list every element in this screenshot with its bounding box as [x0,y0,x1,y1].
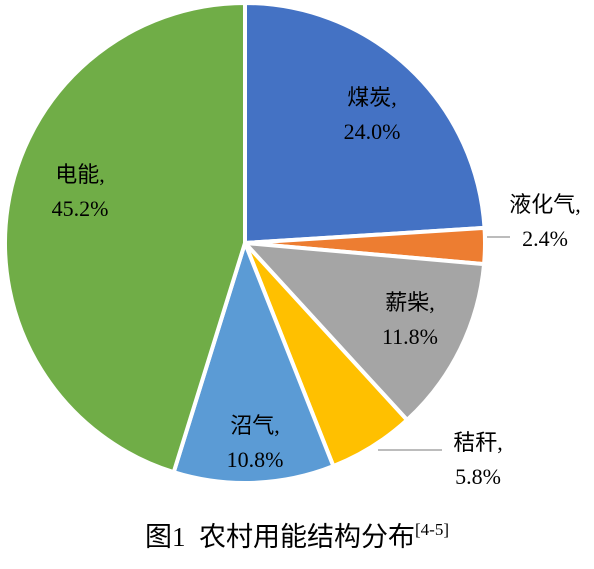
pie-slice [243,1,487,245]
value-label: 2.4% [522,226,568,251]
slice-label: 薪柴, [385,290,435,315]
value-label: 24.0% [344,119,401,144]
title-reference: [4-5] [415,520,449,539]
pie-slice [3,1,247,475]
slice-label: 秸秆, [453,430,503,455]
pie-slice [243,241,487,423]
slice-label: 液化气, [509,192,581,217]
value-label: 10.8% [227,447,284,472]
caption: 图1 农村用能结构分布[4-5] [0,515,594,554]
value-label: 5.8% [455,464,501,489]
value-label: 45.2% [52,196,109,221]
slice-label: 电能, [55,162,105,187]
value-label: 11.8% [382,324,438,349]
chart-title: 图1 农村用能结构分布 [145,522,415,552]
chart: 煤炭, 24.0% 液化气, 2.4% 薪柴, 11.8% 秸秆, 5.8% 沼气, 10.8% 电… [3,1,581,489]
pie-slice [171,241,336,485]
slice-label: 沼气, [230,413,280,438]
slice-label: 煤炭, [347,85,397,110]
